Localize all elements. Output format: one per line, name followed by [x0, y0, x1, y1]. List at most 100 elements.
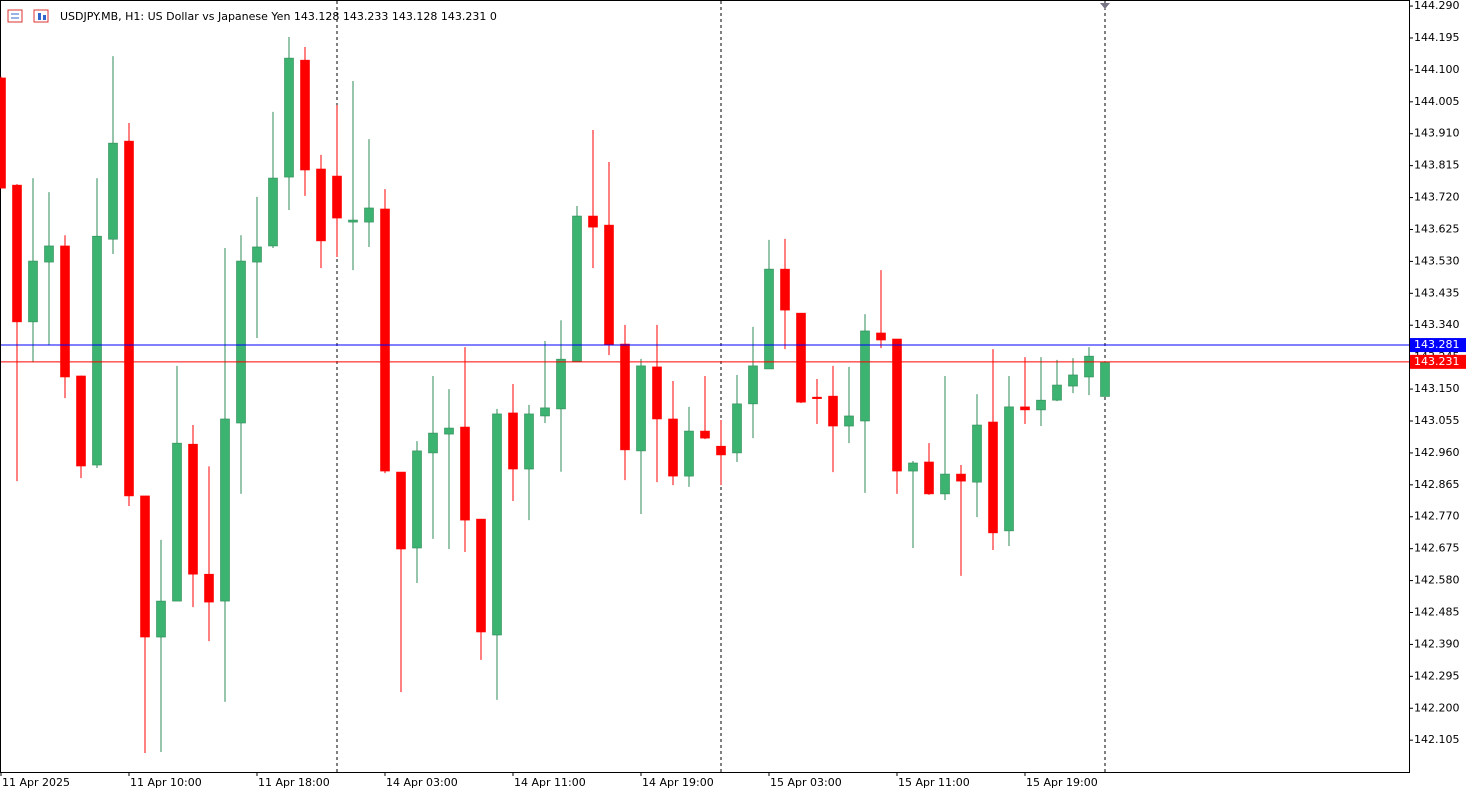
- icon: [7, 9, 23, 23]
- candle-body: [572, 215, 582, 362]
- candle-body: [460, 426, 470, 521]
- candle-body: [828, 395, 838, 427]
- candle-body: [796, 312, 806, 403]
- candle-body: [428, 432, 438, 454]
- candle-body: [972, 424, 982, 483]
- candle-body: [732, 403, 742, 454]
- y-tick-label: 144.100: [1414, 63, 1460, 76]
- shift-marker: [1100, 3, 1110, 9]
- price-label: 143.281: [1414, 338, 1460, 351]
- candle-body: [556, 358, 566, 410]
- chart-title: USDJPY.MB, H1: US Dollar vs Japanese Yen…: [60, 10, 497, 23]
- x-tick-label: 14 Apr 11:00: [514, 776, 586, 789]
- y-tick-label: 142.295: [1414, 669, 1460, 682]
- candle-body: [636, 365, 646, 452]
- y-tick-label: 143.435: [1414, 286, 1460, 299]
- candle-body: [172, 442, 182, 602]
- candle-body: [156, 600, 166, 638]
- icon: [38, 13, 41, 20]
- candle-body: [188, 443, 198, 575]
- y-tick-label: 144.005: [1414, 95, 1460, 108]
- candle-body: [812, 396, 822, 399]
- candle-body: [236, 260, 246, 424]
- icon: [43, 15, 46, 20]
- y-tick-label: 142.200: [1414, 701, 1460, 714]
- candle-body: [908, 462, 918, 472]
- candle-body: [12, 184, 22, 323]
- candle-body: [764, 268, 774, 370]
- candle-body: [956, 473, 966, 482]
- candle-body: [860, 330, 870, 422]
- candle-body: [444, 427, 454, 435]
- y-tick-label: 142.485: [1414, 606, 1460, 619]
- y-tick-label: 143.720: [1414, 191, 1460, 204]
- candle-body: [492, 413, 502, 636]
- candle-body: [0, 77, 6, 189]
- candle-body: [988, 421, 998, 534]
- y-tick-label: 143.530: [1414, 254, 1460, 267]
- y-tick-label: 142.960: [1414, 446, 1460, 459]
- x-tick-label: 11 Apr 2025: [2, 776, 70, 789]
- price-label: 143.231: [1414, 355, 1460, 368]
- candle-body: [380, 208, 390, 472]
- candle-body: [396, 471, 406, 550]
- y-tick-label: 144.195: [1414, 31, 1460, 44]
- x-tick-label: 11 Apr 10:00: [130, 776, 202, 789]
- y-tick-label: 143.055: [1414, 414, 1460, 427]
- candle-body: [1004, 406, 1014, 532]
- price-label-bg: [1410, 354, 1466, 369]
- candle-body: [876, 332, 886, 341]
- candle-body: [284, 57, 294, 178]
- x-tick-label: 15 Apr 19:00: [1026, 776, 1098, 789]
- x-tick-label: 11 Apr 18:00: [258, 776, 330, 789]
- candle-body: [412, 450, 422, 549]
- candle-body: [668, 418, 678, 477]
- y-tick-label: 143.340: [1414, 318, 1460, 331]
- candle-body: [1068, 374, 1078, 387]
- x-tick-label: 14 Apr 19:00: [642, 776, 714, 789]
- header-icons: [7, 9, 49, 23]
- candle-body: [348, 219, 358, 223]
- candle-body: [684, 430, 694, 477]
- candle-body: [1020, 406, 1030, 411]
- candle-body: [780, 268, 790, 311]
- y-tick-label: 143.910: [1414, 127, 1460, 140]
- y-tick-label: 142.675: [1414, 542, 1460, 555]
- candle-body: [28, 260, 38, 323]
- candle-body: [652, 366, 662, 420]
- candle-body: [300, 59, 310, 171]
- x-tick-label: 14 Apr 03:00: [386, 776, 458, 789]
- candle-body: [620, 343, 630, 451]
- x-tick-label: 15 Apr 11:00: [898, 776, 970, 789]
- y-tick-label: 142.580: [1414, 574, 1460, 587]
- candle-body: [332, 175, 342, 219]
- candle-body: [1084, 355, 1094, 378]
- candle-body: [220, 418, 230, 602]
- y-tick-label: 143.625: [1414, 222, 1460, 235]
- plot-area: [0, 1, 1110, 772]
- candle-body: [316, 168, 326, 242]
- candle-body: [140, 495, 150, 638]
- candle-body: [124, 140, 134, 497]
- candle-body: [700, 430, 710, 439]
- candle-body: [940, 473, 950, 495]
- candle-body: [44, 245, 54, 263]
- candle-body: [1052, 384, 1062, 401]
- candle-body: [268, 177, 278, 247]
- y-tick-label: 142.865: [1414, 478, 1460, 491]
- x-tick-label: 15 Apr 03:00: [770, 776, 842, 789]
- candle-body: [716, 445, 726, 456]
- candle-body: [508, 412, 518, 470]
- candle-body: [108, 142, 118, 240]
- candle-body: [844, 415, 854, 427]
- y-tick-label: 142.390: [1414, 637, 1460, 650]
- candle-body: [252, 246, 262, 263]
- candle-body: [604, 224, 614, 346]
- y-tick-label: 142.105: [1414, 733, 1460, 746]
- candle-body: [1036, 399, 1046, 411]
- candle-body: [60, 245, 70, 378]
- candle-body: [588, 215, 598, 228]
- candle-body: [540, 407, 550, 417]
- candle-body: [1100, 361, 1110, 397]
